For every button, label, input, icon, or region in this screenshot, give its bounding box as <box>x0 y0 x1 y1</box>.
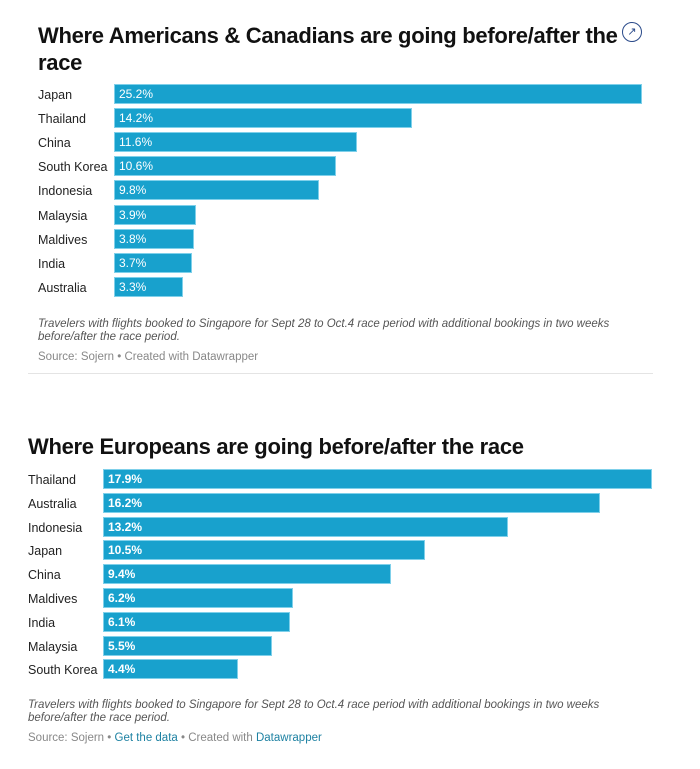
bar-row: Japan 25.2% <box>0 84 700 106</box>
bar-row: Thailand 17.9% <box>0 469 700 491</box>
category-label: China <box>38 136 71 151</box>
category-label: Thailand <box>28 473 76 487</box>
bar-row: Thailand 14.2% <box>0 108 700 130</box>
bar-row: South Korea 4.4% <box>0 659 700 681</box>
category-label: Indonesia <box>28 520 83 535</box>
bar <box>103 492 600 513</box>
category-label: South Korea <box>38 160 108 175</box>
divider <box>28 373 653 374</box>
bar <box>114 132 358 153</box>
bar <box>114 276 184 297</box>
value-label: 16.2% <box>108 495 143 510</box>
value-label: 9.4% <box>108 567 136 582</box>
chart-title: Where Europeans are going before/after t… <box>28 434 524 459</box>
chart-title: Where Americans & Canadians are going be… <box>38 23 618 75</box>
chart-notes: Travelers with flights booked to Singapo… <box>38 318 610 343</box>
value-label: 9.8% <box>119 183 147 198</box>
category-label: Japan <box>28 544 63 559</box>
chart-notes: Travelers with flights booked to Singapo… <box>28 699 600 724</box>
expand-icon[interactable]: ↗ <box>622 22 642 42</box>
bar <box>114 204 196 225</box>
bar <box>114 84 642 104</box>
credit-prefix: Created with <box>188 732 256 744</box>
bar-row: Indonesia 13.2% <box>0 516 700 539</box>
value-label: 10.6% <box>119 159 154 174</box>
value-label: 3.8% <box>119 231 147 246</box>
bar-row: India 6.1% <box>0 611 700 634</box>
bar-row: Australia 16.2% <box>0 492 700 515</box>
bar-row: Indonesia 9.8% <box>0 180 700 202</box>
bar-row: Malaysia 5.5% <box>0 635 700 658</box>
value-label: 13.2% <box>108 519 143 534</box>
bar-row: South Korea 10.6% <box>0 156 700 178</box>
category-label: South Korea <box>28 663 98 678</box>
bar <box>103 611 291 632</box>
value-label: 3.9% <box>119 207 147 222</box>
value-label: 14.2% <box>119 111 154 126</box>
value-label: 3.3% <box>119 279 147 294</box>
bar-row: Australia 3.3% <box>0 276 700 299</box>
bar <box>103 659 238 680</box>
value-label: 6.2% <box>108 591 136 605</box>
bar <box>114 108 412 129</box>
category-label: Japan <box>38 88 73 102</box>
value-label: 11.6% <box>119 135 153 150</box>
chart-source: Source: Sojern • Created with Datawrappe… <box>38 350 258 364</box>
value-label: 5.5% <box>108 638 136 653</box>
bar <box>114 156 337 177</box>
category-label: Malaysia <box>38 208 88 223</box>
value-label: 6.1% <box>108 614 136 629</box>
chart-source: Source: Sojern • Get the data • Created … <box>28 732 322 744</box>
bar <box>103 635 272 656</box>
category-label: India <box>38 256 66 271</box>
value-label: 4.4% <box>108 662 136 677</box>
credit-text: Created with Datawrapper <box>124 351 259 363</box>
separator: • <box>114 351 125 363</box>
category-label: Australia <box>38 280 87 295</box>
bar-row: India 3.7% <box>0 252 700 275</box>
value-label: 25.2% <box>119 87 154 101</box>
bar-row: Maldives 6.2% <box>0 588 700 610</box>
category-label: Malaysia <box>28 639 78 654</box>
bar-row: Maldives 3.8% <box>0 228 700 251</box>
bar <box>103 516 508 537</box>
bar-row: China 11.6% <box>0 132 700 154</box>
source-text: Source: Sojern <box>28 732 105 744</box>
bar-row: China 9.4% <box>0 564 700 586</box>
category-label: Thailand <box>38 112 86 127</box>
datawrapper-link[interactable]: Datawrapper <box>255 732 322 744</box>
category-label: Australia <box>28 496 77 511</box>
bar-row: Malaysia 3.9% <box>0 204 700 227</box>
category-label: Maldives <box>28 592 78 606</box>
bar <box>103 588 294 608</box>
category-label: India <box>28 615 56 630</box>
bar <box>103 564 392 585</box>
category-label: Maldives <box>38 232 88 247</box>
bar <box>103 540 426 561</box>
bar <box>103 469 652 489</box>
value-label: 3.7% <box>119 255 147 270</box>
value-label: 10.5% <box>108 543 143 558</box>
bar <box>114 180 320 201</box>
category-label: Indonesia <box>38 184 93 199</box>
bar <box>114 228 194 249</box>
source-text: Source: Sojern <box>38 351 115 363</box>
get-data-link[interactable]: Get the data <box>114 732 178 744</box>
bar-row: Japan 10.5% <box>0 540 700 562</box>
value-label: 17.9% <box>108 472 143 486</box>
category-label: China <box>28 568 61 583</box>
bar <box>114 252 192 273</box>
